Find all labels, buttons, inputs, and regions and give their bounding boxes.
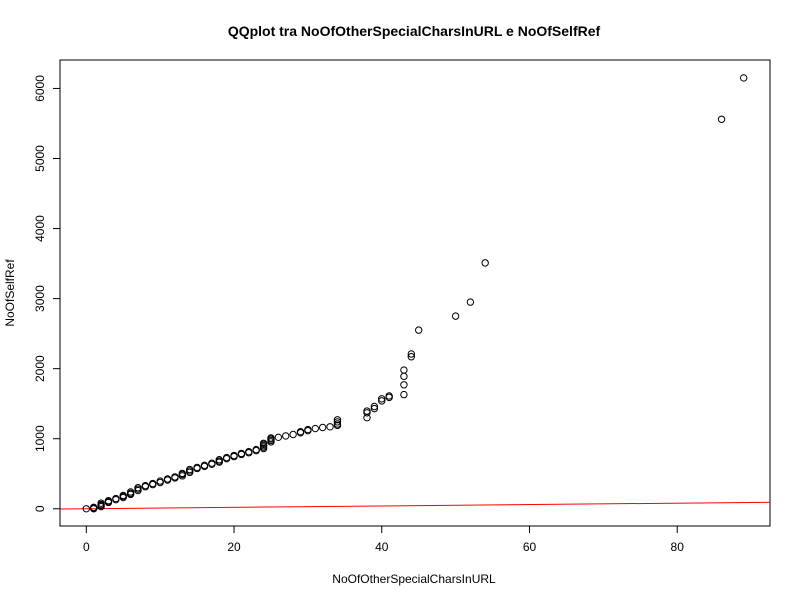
data-point [370, 404, 379, 413]
data-point [304, 425, 312, 434]
y-tick-label: 0 [33, 505, 47, 512]
data-point [378, 397, 386, 405]
y-tick-label: 3000 [33, 285, 47, 312]
data-point [326, 423, 334, 431]
y-tick-label: 5000 [33, 145, 47, 172]
data-point [259, 439, 268, 447]
data-point [171, 473, 179, 481]
data-point [378, 395, 386, 403]
x-tick-label: 40 [375, 540, 389, 554]
data-point [89, 503, 98, 512]
reference-line [59, 501, 771, 510]
data-point [222, 453, 231, 462]
data-point [119, 491, 127, 500]
data-point [400, 381, 408, 389]
data-point [112, 494, 120, 503]
data-point [163, 475, 172, 483]
data-point [274, 433, 283, 442]
data-point [385, 392, 393, 400]
data-point [451, 312, 460, 320]
data-point [186, 465, 194, 474]
data-point [245, 447, 253, 456]
data-point [466, 298, 475, 306]
data-point [400, 372, 408, 381]
data-point [178, 469, 187, 478]
points-layer [82, 74, 748, 513]
data-point [282, 432, 290, 440]
data-point [208, 459, 216, 467]
data-point [414, 326, 423, 334]
plot-frame [59, 59, 771, 527]
data-point [363, 407, 371, 415]
data-point [400, 390, 408, 399]
data-point [252, 445, 260, 454]
data-point [400, 366, 408, 374]
y-tick-label: 6000 [33, 75, 47, 102]
data-point [230, 451, 238, 460]
data-point [149, 479, 157, 488]
y-axis: 0 1000 2000 3000 4000 5000 6000 [33, 75, 61, 512]
data-point [333, 416, 342, 424]
data-point [407, 350, 416, 358]
y-tick-label: 2000 [33, 355, 47, 382]
chart-title: QQplot tra NoOfOtherSpecialCharsInURL e … [228, 23, 601, 39]
data-point [481, 259, 489, 267]
data-point [407, 353, 416, 361]
data-point [215, 456, 223, 464]
data-point [717, 115, 726, 123]
x-axis: 0 20 40 60 80 [83, 525, 685, 554]
data-point [267, 434, 275, 442]
data-point [333, 420, 342, 428]
y-axis-label: NoOfSelfRef [3, 259, 17, 327]
data-point [134, 484, 142, 492]
data-point [370, 402, 379, 411]
data-point [156, 477, 164, 485]
data-point [126, 488, 135, 496]
data-point [296, 428, 305, 436]
x-tick-label: 80 [671, 540, 685, 554]
y-tick-label: 4000 [33, 215, 47, 242]
data-point [193, 463, 201, 472]
y-tick-label: 1000 [33, 425, 47, 452]
data-point [82, 505, 90, 513]
data-point [141, 481, 150, 490]
reference-line-layer [59, 501, 771, 510]
data-point [237, 449, 246, 458]
data-point [289, 430, 297, 439]
x-tick-label: 60 [523, 540, 537, 554]
data-point [200, 461, 209, 470]
x-tick-label: 20 [227, 540, 241, 554]
x-axis-label: NoOfOtherSpecialCharsInURL [332, 572, 496, 586]
data-point [97, 499, 105, 507]
data-point [104, 497, 113, 505]
data-point [311, 424, 319, 433]
data-point [333, 418, 342, 426]
data-point [740, 74, 748, 82]
x-tick-label: 0 [83, 540, 90, 554]
data-point [318, 423, 327, 432]
